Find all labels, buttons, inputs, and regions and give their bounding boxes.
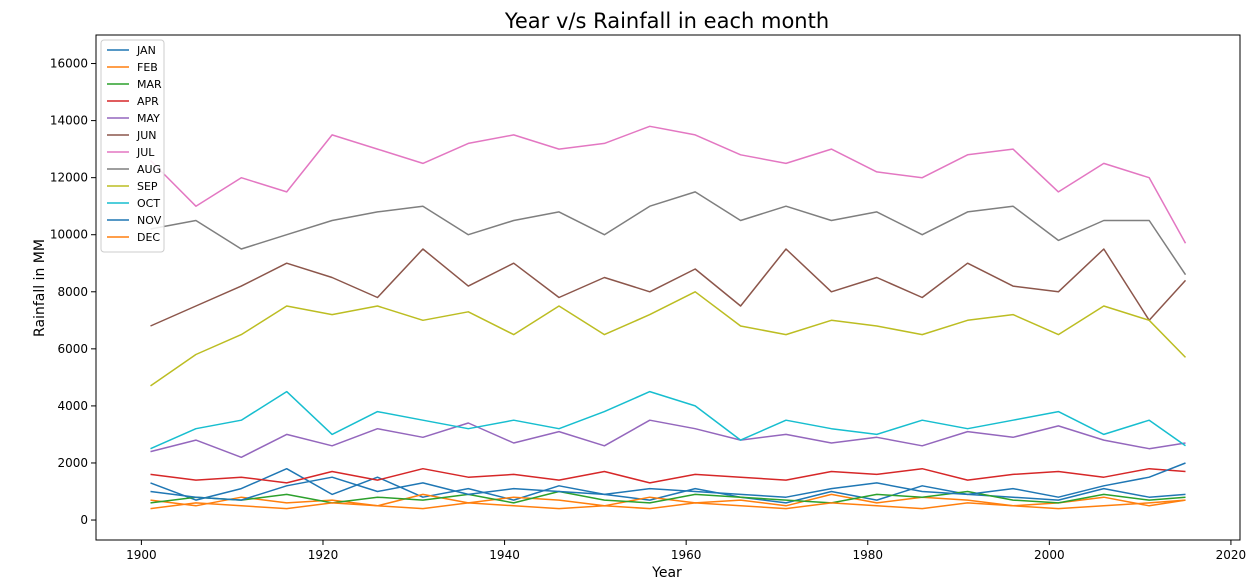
y-axis-label: Rainfall in MM — [32, 239, 48, 337]
x-axis: 1900 1920 1940 1960 1980 2000 2020 — [126, 540, 1246, 562]
x-tick-label: 2000 — [1034, 548, 1065, 562]
y-tick-label: 4000 — [57, 399, 88, 413]
plot-frame — [95, 34, 1241, 541]
legend: JAN FEB MAR APR MAY JUN JUL AUG SEP OCT NOV DEC — [100, 39, 165, 253]
x-tick-label: 1900 — [126, 548, 157, 562]
x-tick-label: 1980 — [852, 548, 883, 562]
series-line-jun — [150, 248, 1187, 327]
y-axis: 0 2000 4000 6000 8000 10000 12000 14000 16000 — [50, 57, 96, 527]
legend-entry: SEP — [137, 180, 158, 193]
series-line-oct — [150, 390, 1186, 450]
series-line-jul — [149, 125, 1187, 244]
y-tick-label: 14000 — [50, 114, 88, 128]
series-line-feb — [150, 493, 1186, 507]
x-axis-label: Year — [651, 565, 682, 581]
y-tick-label: 6000 — [57, 342, 88, 356]
x-tick-label: 1940 — [489, 548, 520, 562]
series-line-apr — [150, 467, 1186, 484]
legend-entry: NOV — [137, 214, 162, 227]
x-tick-label: 1920 — [308, 548, 339, 562]
y-tick-label: 2000 — [57, 456, 88, 470]
series-line-jan — [150, 467, 1186, 504]
chart-title: Year v/s Rainfall in each month — [504, 9, 829, 33]
legend-entry: APR — [137, 95, 159, 108]
series-line-sep — [150, 291, 1187, 387]
legend-entry: OCT — [137, 197, 160, 210]
series-line-nov — [150, 462, 1186, 501]
y-tick-label: 10000 — [50, 228, 88, 242]
series-line-dec — [150, 499, 1186, 510]
y-tick-label: 16000 — [50, 57, 88, 71]
series-line-may — [150, 419, 1186, 459]
series-line-aug — [150, 191, 1187, 276]
legend-entry: AUG — [137, 163, 161, 176]
legend-frame — [100, 39, 165, 253]
series-layer — [149, 125, 1187, 510]
y-tick-label: 0 — [80, 513, 88, 527]
legend-entry: JUN — [136, 129, 157, 142]
legend-entry: FEB — [137, 61, 158, 74]
y-tick-label: 12000 — [50, 171, 88, 185]
x-tick-label: 2020 — [1216, 548, 1247, 562]
y-tick-label: 8000 — [57, 285, 88, 299]
series-line-mar — [150, 490, 1186, 504]
legend-entry: JUL — [136, 146, 155, 159]
legend-entry: MAY — [137, 112, 160, 125]
legend-entry: MAR — [137, 78, 162, 91]
legend-entry: JAN — [136, 44, 156, 57]
legend-entry: DEC — [137, 231, 160, 244]
x-tick-label: 1960 — [671, 548, 702, 562]
